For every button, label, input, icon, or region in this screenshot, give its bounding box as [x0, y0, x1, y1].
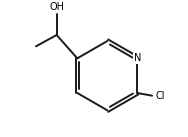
Text: Cl: Cl: [155, 91, 165, 101]
Text: OH: OH: [49, 2, 64, 12]
Text: N: N: [134, 53, 141, 63]
